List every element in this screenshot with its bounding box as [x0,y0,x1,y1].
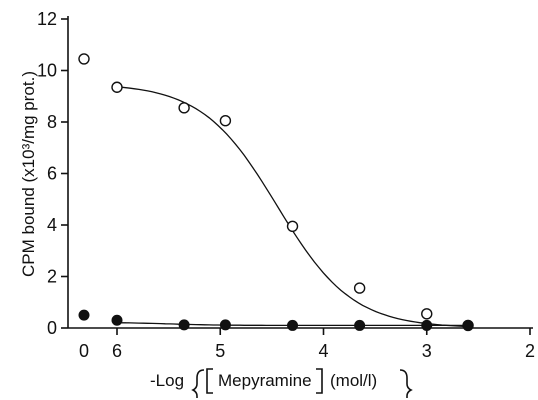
data-point-filled-circle-2 [178,319,190,331]
x-tick-label-5: 5 [215,341,225,361]
data-point-filled-circle-3 [219,319,231,331]
x-tick-label-4: 4 [318,341,328,361]
x-ticks: 0 6 5 4 3 2 [79,328,535,361]
x-axis-unit: (mol/l) [330,371,377,390]
data-points [78,53,474,332]
data-point-filled-circle-6 [421,319,433,331]
data-point-filled-circle-7 [462,319,474,331]
y-tick-label-12: 12 [37,9,57,29]
y-tick-label-8: 8 [47,112,57,132]
data-point-open-circle-2 [178,102,190,114]
fit-curve-1 [116,86,469,328]
right-brace [399,369,413,398]
y-axis-label: CPM bound (x10³/mg prot.) [19,71,38,277]
control-point-open [78,53,90,65]
data-point-open-circle-4 [286,220,299,232]
data-point-open-circle-3 [219,115,232,127]
left-brace [191,369,205,398]
x-tick-label-0: 0 [79,341,89,361]
data-point-open-circle-5 [353,282,366,294]
fit-curves [116,86,469,328]
y-tick-label-6: 6 [47,164,57,184]
data-point-open-circle-6 [421,308,433,320]
y-tick-label-4: 4 [47,215,57,235]
axes: 0 2 4 6 8 10 12 0 6 5 4 3 2 [37,9,535,361]
x-tick-label-2: 2 [525,341,535,361]
x-axis-drug-name: Mepyramine [218,371,312,390]
x-tick-label-6: 6 [112,341,122,361]
x-axis-title: -Log Mepyramine (mol/l) [150,368,413,398]
y-tick-label-2: 2 [47,267,57,287]
data-point-filled-circle-4 [287,319,299,331]
y-tick-label-0: 0 [47,318,57,338]
data-point-open-circle-1 [111,81,123,93]
x-tick-label-3: 3 [422,341,432,361]
y-axis-title: CPM bound (x10³/mg prot.) [19,71,38,277]
y-tick-label-10: 10 [37,61,57,81]
right-bracket [316,368,323,394]
x-axis-prefix: -Log [150,371,184,390]
left-bracket [206,368,213,394]
data-point-filled-circle-5 [354,319,366,331]
data-point-filled-circle-1 [111,314,123,326]
y-ticks: 0 2 4 6 8 10 12 [37,9,68,338]
control-point-filled [78,309,90,321]
